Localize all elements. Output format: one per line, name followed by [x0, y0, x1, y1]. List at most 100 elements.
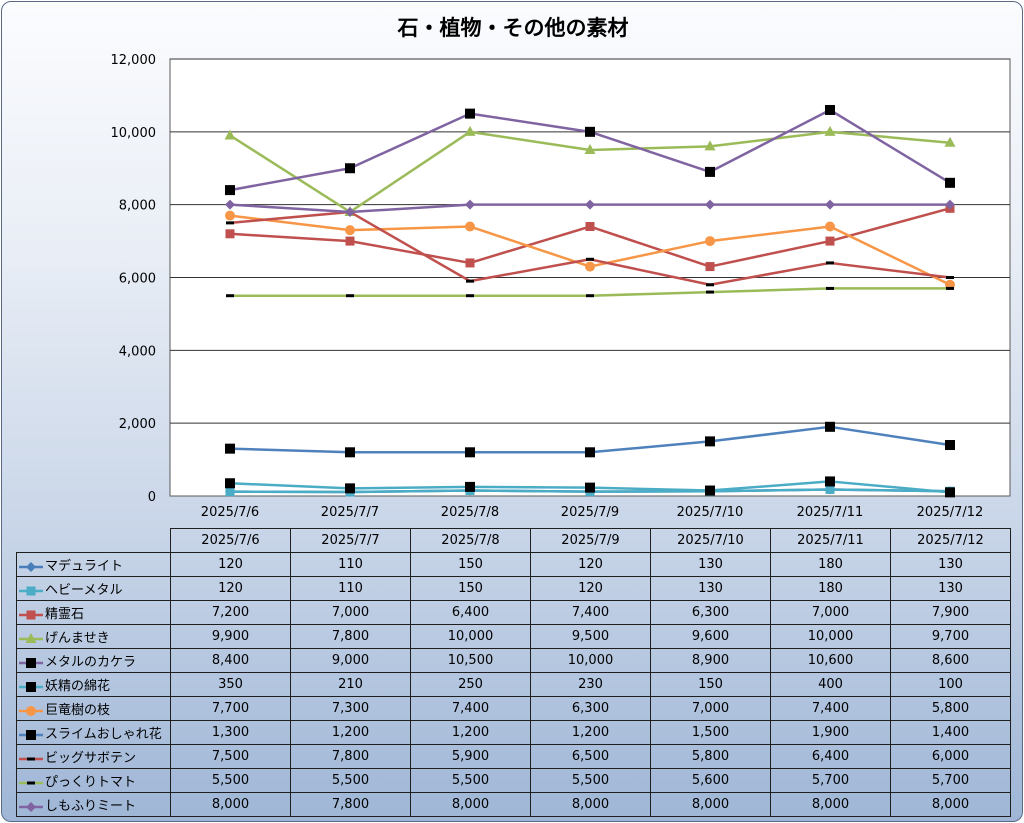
table-row: 精霊石 7,200 7,000 6,400 7,400 6,300 7,000 7,900 — [16, 600, 1011, 625]
series-8 — [225, 421, 955, 458]
data-point — [585, 447, 595, 458]
legend-marker — [26, 681, 36, 692]
legend-key — [19, 632, 43, 643]
table-column-header: 2025/7/6 — [170, 528, 291, 553]
table-cell: 10,600 — [770, 648, 891, 673]
data-point — [705, 199, 715, 210]
data-point — [465, 447, 475, 458]
table-row: ヘビーメタル 120 110 150 120 130 180 130 — [16, 576, 1011, 601]
data-point — [225, 210, 235, 221]
table-row: ビッグサボテン 7,500 7,800 5,900 6,500 5,800 6,400 6,0… — [16, 744, 1011, 769]
series-name: ぴっくりトマト — [45, 775, 137, 790]
data-point — [585, 222, 595, 232]
table-row: げんませき 9,900 7,800 10,000 9,500 9,600 10,000 9,7… — [16, 624, 1011, 649]
table-cell: 130 — [890, 576, 1011, 601]
table-cell: 7,000 — [290, 600, 411, 625]
table-cell: 5,500 — [530, 768, 651, 793]
data-point — [345, 483, 355, 494]
data-point — [584, 144, 596, 155]
legend-entry: メタルのカケラ — [16, 648, 171, 673]
table-cell: 120 — [170, 552, 291, 577]
table-cell: 9,000 — [290, 648, 411, 673]
table-cell: 10,500 — [410, 648, 531, 673]
y-tick-label: 8,000 — [119, 199, 156, 214]
table-cell: 7,000 — [650, 696, 771, 721]
table-cell: 1,400 — [890, 720, 1011, 745]
table-cell: 250 — [410, 672, 531, 697]
data-point — [225, 229, 235, 239]
series-name: メタルのカケラ — [45, 655, 137, 670]
data-point — [345, 206, 355, 217]
table-cell: 1,300 — [170, 720, 291, 745]
data-point — [226, 294, 234, 298]
table-cell: 10,000 — [410, 624, 531, 649]
data-point — [585, 126, 595, 137]
table-cell: 7,000 — [770, 600, 891, 625]
legend-key — [19, 705, 43, 716]
table-cell: 8,000 — [770, 792, 891, 817]
y-tick-label: 2,000 — [119, 417, 156, 432]
table-cell: 8,600 — [890, 648, 1011, 673]
x-tick-label: 2025/7/12 — [917, 505, 984, 520]
table-cell: 5,500 — [290, 768, 411, 793]
data-table: 2025/7/6 2025/7/7 2025/7/8 2025/7/9 2025/7/1… — [16, 528, 1011, 817]
legend-entry: ビッグサボテン — [16, 744, 171, 769]
x-tick-label: 2025/7/9 — [561, 505, 619, 520]
data-point — [465, 481, 475, 492]
table-cell: 5,600 — [650, 768, 771, 793]
data-point — [345, 163, 355, 174]
table-cell: 8,000 — [170, 792, 291, 817]
table-cell: 400 — [770, 672, 891, 697]
table-cell: 7,300 — [290, 696, 411, 721]
data-point — [346, 294, 354, 298]
table-cell: 150 — [410, 576, 531, 601]
data-point — [826, 261, 834, 265]
data-point — [465, 221, 475, 232]
y-tick-label: 10,000 — [111, 126, 157, 141]
legend-marker — [26, 610, 36, 619]
table-cell: 8,000 — [650, 792, 771, 817]
legend-key — [19, 757, 43, 760]
table-row: メタルのカケラ 8,400 9,000 10,500 10,000 8,900 10,600… — [16, 648, 1011, 673]
legend-entry: しもふりミート — [16, 792, 171, 817]
table-cell: 7,200 — [170, 600, 291, 625]
legend-entry: スライムおしゃれ花 — [16, 720, 171, 745]
table-cell: 10,000 — [530, 648, 651, 673]
data-point — [225, 443, 235, 454]
legend-entry: ヘビーメタル — [16, 576, 171, 601]
table-column-header: 2025/7/12 — [890, 528, 1011, 553]
data-point — [945, 440, 955, 451]
data-point — [705, 485, 715, 496]
table-column-header: 2025/7/11 — [770, 528, 891, 553]
legend-key — [19, 781, 43, 784]
series-name: ビッグサボテン — [45, 751, 137, 766]
table-cell: 7,500 — [170, 744, 291, 769]
table-cell: 5,700 — [890, 768, 1011, 793]
data-point — [706, 283, 714, 287]
legend-marker — [26, 801, 36, 812]
data-point — [825, 476, 835, 487]
table-column-header: 2025/7/10 — [650, 528, 771, 553]
y-tick-label: 0 — [148, 490, 156, 505]
data-point — [464, 125, 476, 136]
table-cell: 100 — [890, 672, 1011, 697]
data-point — [466, 279, 474, 283]
data-point — [944, 136, 956, 147]
data-point — [586, 294, 594, 298]
data-point — [824, 125, 836, 136]
series-name: げんませき — [45, 631, 110, 646]
legend-key — [19, 801, 43, 812]
series-name: 巨竜樹の枝 — [45, 703, 111, 718]
x-tick-label: 2025/7/7 — [321, 505, 379, 520]
x-tick-label: 2025/7/8 — [441, 505, 499, 520]
table-cell: 120 — [170, 576, 291, 601]
data-point — [225, 478, 235, 489]
table-cell: 8,900 — [650, 648, 771, 673]
table-cell: 5,800 — [650, 744, 771, 769]
y-tick-label: 6,000 — [119, 272, 156, 287]
table-cell: 6,300 — [650, 600, 771, 625]
table-cell: 120 — [530, 552, 651, 577]
data-point — [585, 199, 595, 210]
table-cell: 9,500 — [530, 624, 651, 649]
